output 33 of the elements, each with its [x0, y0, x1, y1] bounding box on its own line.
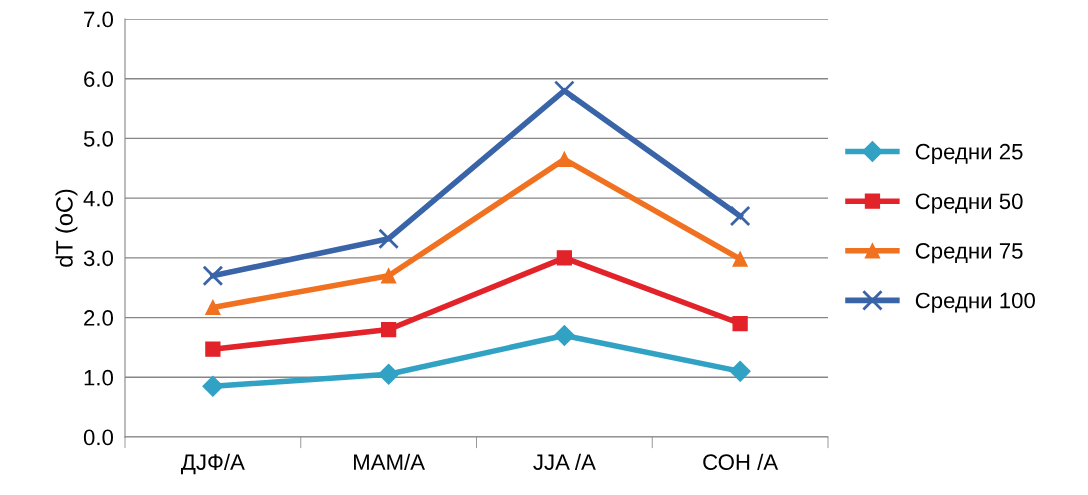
point — [378, 228, 400, 250]
y-tick-label: 1.0 — [84, 369, 114, 386]
y-tick-label: 4.0 — [83, 190, 114, 207]
point — [729, 205, 751, 227]
legend-label: Средни 25 — [915, 143, 1023, 164]
point — [553, 324, 575, 347]
point — [732, 315, 748, 332]
legend-label: Средни 100 — [915, 292, 1035, 313]
x-tick-label: JJA /А — [533, 453, 596, 470]
y-tick-label: 7.0 — [84, 11, 114, 28]
y-tick-label: 3.0 — [83, 250, 114, 267]
y-tick-label: 0.0 — [83, 429, 114, 446]
x-tick-label: МАМ/А — [354, 453, 425, 470]
point — [205, 341, 221, 357]
x-tick-label: ДЈФ/А — [181, 453, 245, 475]
point — [380, 268, 397, 284]
legend-label: Средни 50 — [915, 193, 1023, 214]
point — [553, 80, 575, 102]
point — [205, 299, 221, 316]
point — [556, 151, 573, 167]
legend-label: Средни 75 — [915, 243, 1023, 264]
y-axis-title: dT (oC) — [55, 189, 78, 267]
point — [380, 321, 397, 338]
point — [732, 251, 748, 267]
x-tick-label: СОН /А — [703, 453, 779, 470]
point — [556, 250, 573, 266]
point — [202, 265, 224, 287]
point — [378, 363, 400, 385]
point — [729, 360, 751, 382]
y-tick-label: 5.0 — [83, 130, 114, 147]
y-tick-label: 6.0 — [84, 71, 114, 87]
y-tick-label: 2.0 — [84, 310, 114, 326]
point — [202, 375, 224, 397]
